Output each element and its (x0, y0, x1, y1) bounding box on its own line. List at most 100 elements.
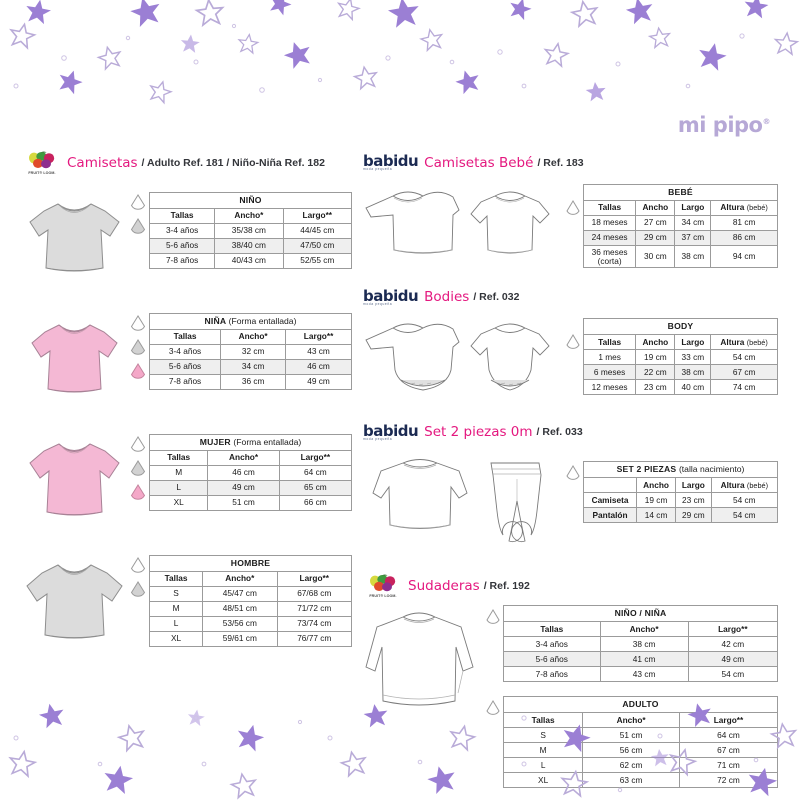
col-altura: Altura (bebé) (710, 200, 778, 216)
col-ancho: Ancho* (202, 571, 278, 587)
table-row: L 49 cm 65 cm (148, 480, 353, 496)
table-row: 5-6 años 41 cm 49 cm (503, 651, 779, 668)
col-ancho: Ancho (635, 200, 676, 216)
table-title: HOMBRE (149, 555, 352, 572)
col-tallas: Tallas (148, 329, 222, 345)
col-largo: Largo** (285, 329, 352, 345)
babidu-tagline: moda pequeña (363, 436, 393, 441)
table-wrap-mujer: MUJER (Forma entallada) Tallas Ancho* La… (148, 434, 353, 511)
water-drop-outline-icon (130, 557, 146, 573)
care-drops-sudaderas-nino (483, 605, 503, 629)
fruit-of-the-loom-logo: FRUIT® LOOM. (363, 574, 403, 598)
table-row: S 45/47 cm 67/68 cm (148, 586, 353, 602)
size-table-nino: NIÑO Tallas Ancho* Largo** 3-4 años 35/38… (148, 192, 353, 269)
babidu-name: babidu (363, 421, 419, 440)
garment-baby-tee-pair (363, 184, 563, 266)
col-tallas: Tallas (148, 450, 209, 466)
water-drop-grey-icon (130, 460, 146, 476)
left-column: FRUIT® LOOM. Camisetas / Adulto Ref. 181… (22, 150, 353, 650)
table-row: 3-4 años 38 cm 42 cm (503, 636, 779, 653)
section-header-camisetas-bebe: babidu moda pequeña Camisetas Bebé / Ref… (363, 150, 778, 176)
table-title: BODY (583, 318, 778, 336)
table-row: 1 mes 19 cm 33 cm 54 cm (582, 349, 778, 366)
table-title: NIÑO / NIÑA (503, 605, 778, 623)
col-blank (582, 477, 638, 494)
water-drop-outline-icon (566, 334, 580, 350)
table-wrap-set: SET 2 PIEZAS (talla nacimiento) Ancho La… (582, 453, 779, 524)
size-table-bebe: BEBÉ Tallas Ancho Largo Altura (bebé) 18… (582, 184, 778, 269)
table-row: 18 meses 27 cm 34 cm 81 cm (582, 215, 778, 231)
fruit-of-the-loom-logo: FRUIT® LOOM. (22, 151, 62, 175)
col-largo: Largo (675, 477, 712, 494)
water-drop-grey-icon (130, 218, 146, 234)
star-border-bottom (0, 702, 800, 800)
block-bebe: BEBÉ Tallas Ancho Largo Altura (bebé) 18… (363, 184, 778, 269)
block-hombre: HOMBRE Tallas Ancho* Largo** S 45/47 cm 67… (22, 555, 353, 650)
garment-tshirt-pink-woman (22, 434, 127, 529)
block-nina: NIÑA (Forma entallada) Tallas Ancho* Lar… (22, 313, 352, 408)
table-row: 3-4 años 32 cm 43 cm (148, 344, 352, 360)
size-table-body: BODY Tallas Ancho Largo Altura (bebé) 1 … (582, 318, 778, 396)
section-title: Sudaderas (408, 578, 480, 595)
water-drop-grey-icon (130, 339, 146, 355)
block-nino: NIÑO Tallas Ancho* Largo** 3-4 años 35/38… (22, 192, 353, 287)
table-row: M 46 cm 64 cm (148, 465, 353, 481)
fruit-of-the-loom-text: FRUIT® LOOM. (369, 594, 397, 599)
table-title: NIÑA (Forma entallada) (149, 313, 352, 330)
col-largo: Largo (674, 334, 712, 351)
brand-wordmark: mi pipo® (678, 113, 771, 137)
table-wrap-bebe: BEBÉ Tallas Ancho Largo Altura (bebé) 18… (582, 184, 778, 269)
water-drop-outline-icon (130, 194, 146, 210)
care-drops-body (563, 318, 583, 354)
block-body: BODY Tallas Ancho Largo Altura (bebé) 1 … (363, 318, 778, 403)
water-drop-outline-icon (486, 609, 500, 625)
water-drop-outline-icon (486, 700, 500, 716)
size-table-nina: NIÑA (Forma entallada) Tallas Ancho* Lar… (148, 313, 352, 390)
section-header-sudaderas: FRUIT® LOOM. Sudaderas / Ref. 192 (363, 573, 778, 599)
col-tallas: Tallas (582, 334, 637, 351)
col-ancho: Ancho (636, 477, 677, 494)
section-ref: / Ref. 192 (483, 580, 530, 593)
table-row: 5-6 años 38/40 cm 47/50 cm (148, 238, 353, 254)
care-drops-set (563, 453, 583, 485)
table-row: XL 63 cm 72 cm (502, 772, 779, 789)
block-mujer: MUJER (Forma entallada) Tallas Ancho* La… (22, 434, 353, 529)
table-row: M 48/51 cm 71/72 cm (148, 601, 353, 617)
section-title: Camisetas Bebé (424, 155, 534, 171)
table-row: Camiseta 19 cm 23 cm 54 cm (582, 492, 779, 509)
garment-tshirt-grey-man (22, 555, 127, 650)
col-largo: Largo** (276, 571, 353, 587)
col-largo: Largo** (687, 621, 779, 638)
care-drops-nino (127, 192, 149, 240)
col-tallas: Tallas (148, 571, 204, 587)
col-altura: Altura (bebé) (710, 477, 779, 494)
table-wrap-body: BODY Tallas Ancho Largo Altura (bebé) 1 … (582, 318, 778, 396)
table-title: NIÑO (149, 192, 352, 209)
water-drop-pink-icon (130, 363, 146, 379)
babidu-tagline: moda pequeña (363, 301, 393, 306)
water-drop-grey-icon (130, 581, 146, 597)
table-row: 24 meses 29 cm 37 cm 86 cm (582, 230, 778, 246)
table-row: 12 meses 23 cm 40 cm 74 cm (582, 379, 778, 396)
section-header-bodies: babidu moda pequeña Bodies / Ref. 032 (363, 284, 778, 310)
col-tallas: Tallas (503, 621, 601, 638)
table-row: 5-6 años 34 cm 46 cm (148, 359, 352, 375)
block-set-2-piezas: SET 2 PIEZAS (talla nacimiento) Ancho La… (363, 453, 779, 553)
table-row: XL 59/61 cm 76/77 cm (148, 631, 353, 647)
table-row: 7-8 años 36 cm 49 cm (148, 374, 352, 390)
babidu-tagline: moda pequeña (363, 167, 393, 172)
care-drops-hombre (127, 555, 149, 603)
care-drops-nina (127, 313, 149, 385)
fruit-of-the-loom-text: FRUIT® LOOM. (28, 171, 56, 175)
size-table-sudaderas-nino-nina: NIÑO / NIÑA Tallas Ancho* Largo** 3-4 añ… (503, 605, 779, 683)
section-ref: / Ref. 032 (473, 291, 520, 304)
table-title: SET 2 PIEZAS (talla nacimiento) (583, 461, 778, 479)
section-ref: / Ref. 183 (537, 157, 584, 169)
fruit-cluster-icon (29, 151, 55, 169)
brand-trademark: ® (762, 117, 771, 126)
garment-sweatshirt (363, 605, 483, 725)
col-altura: Altura (bebé) (710, 334, 778, 351)
col-largo: Largo (674, 200, 712, 216)
care-drops-sudaderas-adulto (483, 696, 503, 720)
